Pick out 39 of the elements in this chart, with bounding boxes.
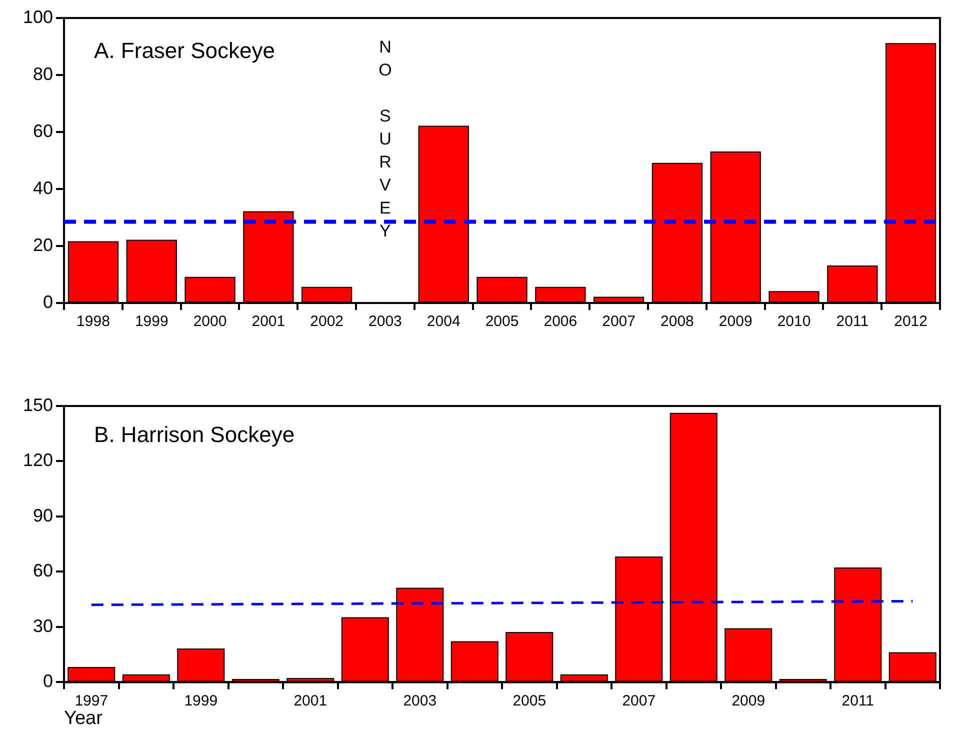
y-tick-label: 100 bbox=[22, 6, 54, 27]
y-tick-label: 60 bbox=[33, 560, 54, 581]
x-tick-label: 2012 bbox=[894, 313, 928, 330]
x-tick-label: 2000 bbox=[193, 313, 227, 330]
y-tick-label: 20 bbox=[33, 234, 54, 255]
text: B. Harrison Sockeye bbox=[94, 422, 295, 448]
x-axis-title: Year bbox=[64, 708, 104, 729]
y-tick-label: 40 bbox=[33, 178, 54, 198]
x-tick-label: 2008 bbox=[660, 313, 694, 330]
x-tick-label: 2009 bbox=[718, 313, 752, 330]
x-tick-label: 2003 bbox=[368, 313, 402, 330]
x-tick-label: 2011 bbox=[836, 313, 869, 330]
y-tick-label: 0 bbox=[43, 292, 54, 312]
annotation: NO SURVEY bbox=[376, 37, 395, 244]
x-tick-label: 2001 bbox=[294, 692, 328, 710]
y-tick-label: 0 bbox=[43, 671, 54, 692]
x-tick-label: 2009 bbox=[732, 692, 766, 710]
x-tick-label: 2003 bbox=[403, 692, 437, 710]
x-tick-label: 2001 bbox=[252, 313, 286, 330]
x-tick-label: 2002 bbox=[310, 313, 344, 330]
y-tick-label: 120 bbox=[22, 450, 54, 470]
x-tick-label: 2007 bbox=[622, 692, 656, 710]
x-tick-label: 2006 bbox=[544, 313, 578, 330]
y-tick-label: 30 bbox=[33, 616, 54, 636]
y-tick-label: 150 bbox=[22, 394, 54, 415]
x-tick-label: 2005 bbox=[512, 692, 546, 710]
text: A. Fraser Sockeye bbox=[94, 38, 275, 64]
x-tick-label: 2004 bbox=[426, 313, 460, 330]
y-tick-label: 60 bbox=[33, 120, 54, 141]
x-tick-label: 1997 bbox=[74, 692, 108, 710]
x-tick-label: 2007 bbox=[602, 313, 636, 330]
x-tick-label: 2011 bbox=[842, 692, 874, 710]
x-tick-label: 1998 bbox=[76, 313, 110, 330]
x-tick-label: 2005 bbox=[485, 313, 519, 330]
x-tick-label: 2010 bbox=[777, 313, 811, 330]
x-tick-label: 1999 bbox=[134, 313, 168, 330]
y-tick-label: 90 bbox=[33, 505, 54, 526]
x-tick-label: 1999 bbox=[184, 692, 218, 710]
y-tick-label: 80 bbox=[33, 64, 54, 84]
